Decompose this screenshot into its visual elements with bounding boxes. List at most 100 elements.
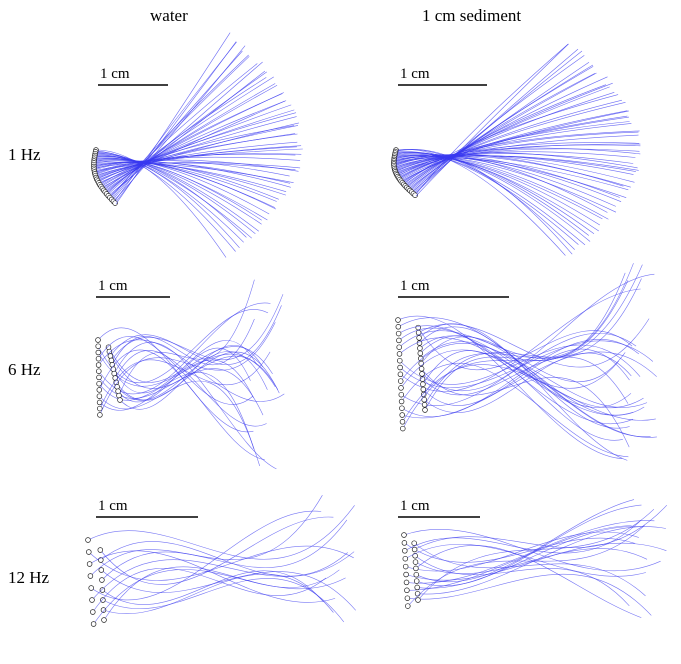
ray-path	[407, 574, 652, 616]
source-marker	[109, 362, 116, 368]
ray-path	[418, 318, 650, 368]
source-marker	[411, 546, 418, 553]
ray-path	[99, 349, 265, 461]
source-marker	[415, 324, 421, 331]
source-marker	[95, 355, 102, 362]
source-marker	[99, 587, 106, 593]
ray-path	[421, 368, 630, 448]
source-marker	[111, 370, 117, 377]
ray-path	[92, 567, 327, 613]
ray-path	[424, 272, 626, 411]
panel-1-1: 1 cm	[395, 263, 657, 461]
ray-path	[404, 92, 615, 186]
source-marker	[396, 351, 403, 357]
ray-path	[407, 76, 608, 189]
ray-path	[401, 362, 629, 458]
source-marker	[405, 603, 411, 609]
row-label-6hz: 6 Hz	[8, 360, 41, 379]
ray-path	[95, 151, 240, 248]
ray-path	[102, 100, 287, 189]
ray-path	[396, 144, 641, 174]
ray-path	[401, 339, 639, 417]
source-marker	[417, 345, 423, 351]
ray-path	[119, 344, 263, 410]
source-marker	[108, 357, 115, 364]
ray-path	[424, 352, 632, 413]
ray-path	[414, 48, 579, 195]
source-marker	[115, 388, 121, 394]
ray-path	[93, 163, 294, 183]
ray-path	[405, 86, 610, 187]
panel-0-0: 1 cm	[91, 32, 303, 258]
ray-path	[421, 273, 655, 391]
ray-path	[90, 495, 323, 577]
panel-2-0: 1 cm	[85, 495, 356, 627]
ray-path	[406, 525, 632, 591]
source-marker	[413, 571, 420, 578]
ray-path	[414, 504, 668, 550]
ray-path	[405, 531, 639, 572]
source-marker	[85, 537, 91, 543]
source-marker	[116, 392, 122, 399]
ray-path	[423, 263, 634, 395]
source-marker	[415, 597, 421, 603]
ray-path	[398, 327, 619, 389]
scale-bar-label: 1 cm	[400, 498, 430, 514]
ray-path	[98, 352, 276, 388]
ray-path	[406, 542, 667, 581]
ray-path	[118, 279, 255, 396]
source-marker	[398, 391, 405, 398]
ray-path	[115, 351, 268, 401]
ray-path	[395, 149, 573, 255]
source-marker	[98, 567, 105, 573]
ray-path	[418, 323, 628, 461]
ray-path	[417, 508, 655, 601]
source-marker	[112, 375, 118, 381]
ray-path	[89, 550, 336, 603]
ray-path	[393, 156, 617, 213]
source-marker	[117, 397, 123, 403]
ray-path	[417, 526, 644, 589]
ray-path	[420, 341, 651, 437]
ray-path	[399, 280, 629, 359]
source-marker	[412, 559, 419, 565]
ray-path	[91, 551, 355, 601]
source-marker	[396, 337, 402, 344]
source-marker	[397, 378, 404, 384]
ray-path	[404, 519, 642, 554]
ray-path	[95, 149, 227, 258]
ray-path	[96, 145, 302, 178]
ray-path	[394, 153, 634, 171]
source-marker	[99, 577, 105, 583]
row-label-12hz: 12 Hz	[8, 568, 50, 587]
ray-path	[93, 159, 277, 210]
ray-path	[87, 505, 355, 560]
ray-path	[103, 573, 334, 615]
ray-path	[395, 152, 591, 242]
ray-path	[406, 520, 655, 584]
ray-path	[93, 160, 290, 177]
source-marker	[399, 412, 405, 418]
source-marker	[395, 324, 402, 330]
ray-path	[417, 526, 666, 595]
ray-path	[394, 154, 599, 232]
source-marker	[413, 565, 419, 572]
ray-path	[400, 288, 641, 392]
source-marker	[404, 587, 410, 594]
source-marker	[87, 573, 94, 579]
source-marker	[100, 607, 107, 613]
source-marker	[110, 366, 117, 372]
source-marker	[398, 385, 404, 391]
source-marker	[414, 584, 420, 591]
ray-path	[91, 510, 322, 601]
ray-path	[115, 32, 231, 205]
source-marker	[90, 621, 97, 627]
ray-path	[113, 45, 246, 202]
source-marker	[97, 547, 104, 553]
ray-path	[408, 72, 597, 190]
ray-path	[405, 82, 613, 187]
source-marker	[95, 349, 102, 356]
scale-bar-label: 1 cm	[98, 498, 128, 514]
source-marker	[401, 540, 408, 546]
source-marker	[416, 335, 422, 341]
